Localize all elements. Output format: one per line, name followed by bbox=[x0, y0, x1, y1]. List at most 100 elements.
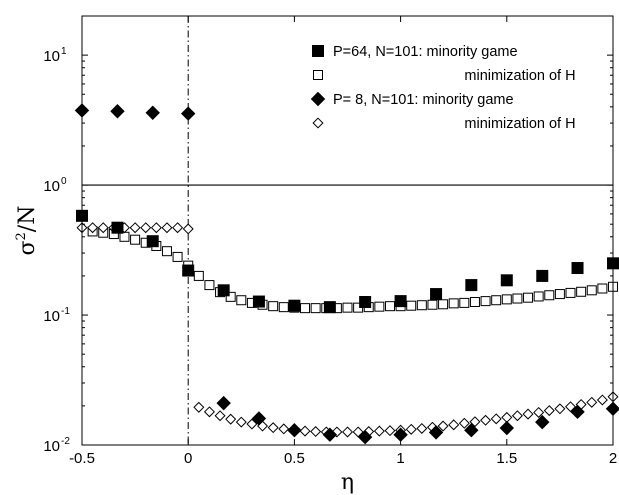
data-point-open-square bbox=[193, 270, 204, 281]
data-point-open-diamond bbox=[87, 222, 99, 234]
data-point-open-diamond bbox=[511, 410, 523, 422]
data-point-open-diamond bbox=[554, 403, 566, 415]
data-point-open-diamond bbox=[352, 426, 364, 438]
data-point-open-diamond bbox=[522, 408, 534, 420]
data-point-open-square bbox=[416, 300, 427, 311]
data-point-open-square bbox=[512, 293, 523, 304]
data-point-filled-diamond bbox=[251, 411, 267, 426]
x-tick-label: 1 bbox=[396, 450, 404, 467]
legend-marker-open-square bbox=[313, 70, 323, 80]
y-tick-label: 10 bbox=[43, 178, 60, 195]
legend-label: minimization of H bbox=[464, 116, 575, 132]
y-axis-title-superscript: 2 bbox=[14, 232, 29, 240]
y-tick-label: 10 bbox=[43, 308, 60, 325]
data-point-open-square bbox=[438, 299, 449, 310]
data-point-filled-square bbox=[536, 269, 549, 282]
data-point-open-diamond bbox=[278, 423, 290, 435]
data-point-filled-square bbox=[111, 221, 124, 234]
data-point-open-square bbox=[565, 287, 576, 298]
data-point-open-diamond bbox=[405, 423, 417, 435]
x-tick-label: 2 bbox=[609, 450, 617, 467]
data-point-open-square bbox=[384, 301, 395, 312]
data-point-open-diamond bbox=[214, 410, 226, 422]
series-4 bbox=[76, 222, 619, 438]
data-point-filled-square bbox=[146, 235, 159, 248]
y-tick-label-exponent: -2 bbox=[61, 436, 70, 447]
data-point-open-square bbox=[342, 302, 353, 313]
data-point-open-diamond bbox=[150, 222, 162, 234]
data-point-filled-square bbox=[500, 274, 513, 287]
x-tick-label: -0.5 bbox=[69, 450, 95, 467]
y-tick-label-exponent: 1 bbox=[61, 46, 67, 57]
data-point-open-square bbox=[586, 285, 597, 296]
y-tick-label-exponent: 0 bbox=[61, 176, 67, 187]
data-marks bbox=[74, 103, 619, 445]
data-point-filled-square bbox=[323, 301, 336, 314]
data-point-open-square bbox=[427, 299, 438, 310]
data-point-open-diamond bbox=[565, 401, 577, 413]
data-point-filled-diamond bbox=[287, 422, 302, 438]
legend-marker-filled-square bbox=[312, 45, 324, 57]
data-point-open-diamond bbox=[469, 416, 481, 428]
data-point-open-square bbox=[501, 294, 512, 305]
data-point-open-square bbox=[480, 296, 491, 307]
data-point-open-diamond bbox=[490, 413, 502, 425]
data-point-open-diamond bbox=[586, 396, 598, 408]
data-point-open-square bbox=[544, 290, 555, 301]
data-point-open-diamond bbox=[543, 405, 555, 417]
plot-frame bbox=[81, 15, 614, 446]
legend-marker-open-diamond bbox=[312, 117, 324, 129]
data-point-open-diamond bbox=[299, 425, 311, 437]
data-point-open-square bbox=[374, 301, 385, 312]
x-axis-title: η bbox=[341, 470, 354, 495]
data-point-open-diamond bbox=[533, 406, 545, 418]
data-point-filled-diamond bbox=[357, 429, 373, 445]
data-point-open-diamond bbox=[480, 414, 492, 426]
data-point-open-square bbox=[225, 291, 236, 302]
x-tick-label: 1.5 bbox=[496, 450, 517, 467]
data-point-open-square bbox=[172, 251, 183, 262]
data-point-open-diamond bbox=[97, 222, 109, 234]
data-point-open-square bbox=[300, 303, 311, 314]
data-point-filled-square bbox=[359, 295, 372, 308]
y-axis-title-rest: /N bbox=[15, 206, 40, 233]
data-point-open-diamond bbox=[373, 425, 385, 437]
data-point-open-square bbox=[236, 295, 247, 306]
data-point-filled-diamond bbox=[145, 105, 160, 120]
y-axis-title: σ2/N bbox=[14, 206, 40, 256]
data-point-open-diamond bbox=[448, 419, 460, 431]
data-point-open-diamond bbox=[140, 222, 152, 234]
data-point-filled-square bbox=[430, 288, 443, 301]
y-axis-title-base: σ bbox=[15, 240, 40, 255]
y-tick-label: 10 bbox=[43, 48, 60, 65]
data-point-open-diamond bbox=[172, 222, 184, 234]
x-axis-ticks: -0.5 0 0.5 1 1.5 2 bbox=[69, 16, 617, 467]
data-point-open-square bbox=[533, 291, 544, 302]
data-point-open-diamond bbox=[193, 401, 205, 413]
data-point-filled-square bbox=[571, 262, 584, 275]
legend-label: P= 8, N=101: minority game bbox=[333, 92, 514, 108]
data-point-filled-square bbox=[465, 279, 478, 292]
data-point-open-square bbox=[268, 301, 279, 312]
data-point-open-square bbox=[310, 303, 321, 314]
y-tick-label-exponent: -1 bbox=[61, 306, 70, 317]
data-point-open-square bbox=[523, 292, 534, 303]
data-point-open-diamond bbox=[203, 406, 215, 418]
data-point-open-square bbox=[161, 246, 172, 257]
data-point-open-square bbox=[597, 283, 608, 294]
data-point-filled-diamond bbox=[428, 425, 444, 440]
data-point-filled-square bbox=[252, 295, 265, 308]
legend-label: minimization of H bbox=[464, 68, 575, 84]
data-point-open-diamond bbox=[129, 222, 141, 234]
data-point-open-square bbox=[554, 289, 565, 300]
data-point-open-diamond bbox=[596, 394, 608, 406]
data-point-open-diamond bbox=[225, 413, 237, 425]
data-point-open-diamond bbox=[182, 223, 194, 235]
data-point-open-square bbox=[448, 298, 459, 309]
y-tick-label: 10 bbox=[43, 438, 60, 455]
legend: P=64, N=101: minority game minimization o… bbox=[310, 44, 576, 132]
data-point-open-square bbox=[204, 280, 215, 291]
data-point-open-diamond bbox=[246, 418, 258, 430]
